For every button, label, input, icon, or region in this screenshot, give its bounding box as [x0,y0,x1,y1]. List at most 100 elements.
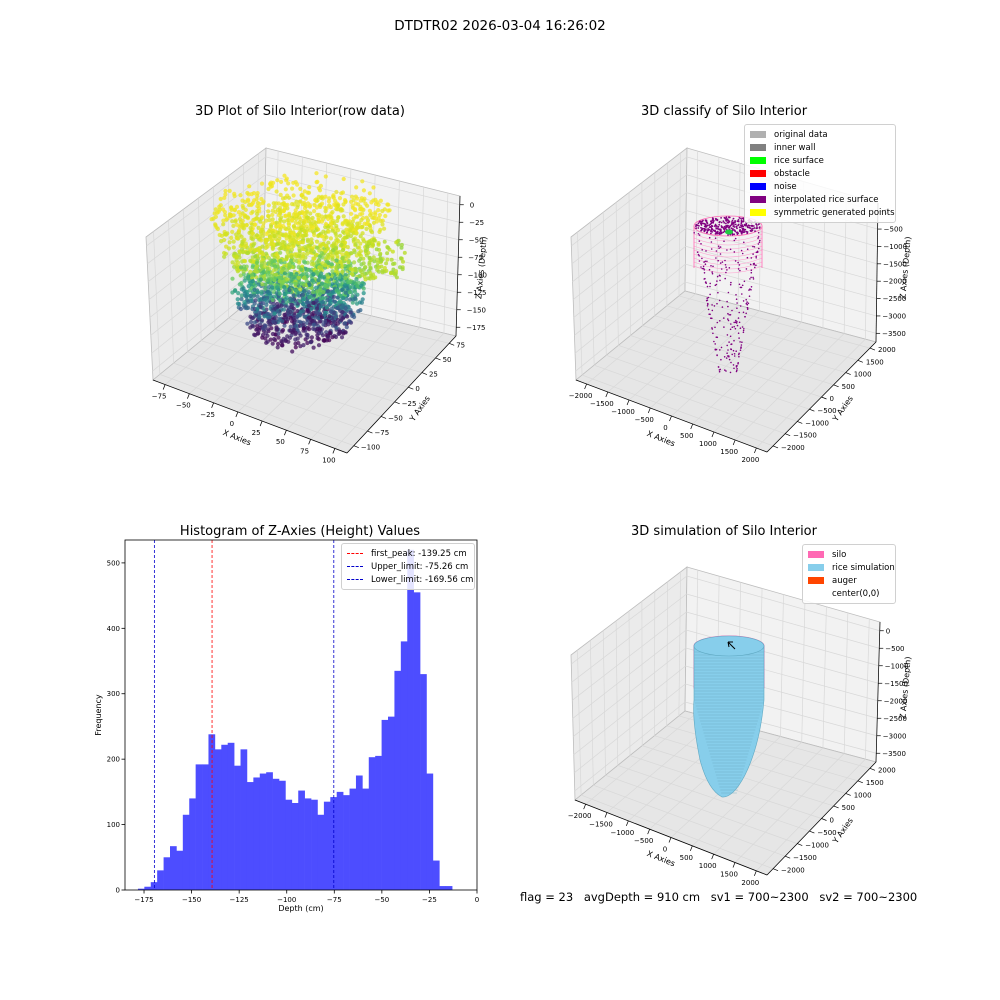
raw-point [287,213,292,218]
raw-point [277,206,282,211]
raw-point [361,188,366,193]
raw-point [331,194,336,199]
raw-point [293,337,298,342]
raw-point [293,220,298,225]
raw-point [227,240,232,245]
raw-point [343,290,348,295]
raw-point [284,176,289,181]
raw-point [307,185,312,190]
sv1-readout: sv1 = 700~2300 [710,890,809,904]
z-tick-label: 0 [886,627,890,635]
raw-point [293,332,298,337]
grid-line [443,192,449,334]
raw-point [312,219,317,224]
raw-point [347,290,352,295]
raw-point [261,199,266,204]
raw-point [329,262,334,267]
raw-point [326,240,331,245]
raw-point [254,312,259,317]
raw-point [231,223,236,228]
y-tick-mark [367,430,373,434]
y-tick-label: 0 [415,385,419,393]
raw-point [278,223,283,228]
y-tick-mark [408,386,414,390]
raw-point [285,250,290,255]
grid-line [286,321,396,431]
raw-point [235,297,240,302]
raw-point [301,254,306,259]
raw-point [314,171,319,176]
raw-point-cloud [209,171,407,354]
raw-point [311,279,316,285]
raw-point [271,201,276,206]
raw-point [252,293,257,298]
raw-point [341,237,346,242]
raw-point [282,219,287,224]
legend-swatch [808,590,824,597]
z-tick-label: −125 [467,289,486,297]
raw-point [241,205,246,210]
y-tick-mark [449,342,455,346]
grid-line [168,220,174,364]
raw-point [238,213,243,218]
grid-line [395,180,400,322]
y-tick-mark [435,357,441,361]
y-tick-mark [833,805,839,809]
raw-point [255,211,260,217]
raw-point [257,206,262,211]
raw-point [269,304,274,309]
raw-point [244,222,249,228]
x-tick-mark [259,420,263,427]
raw-point [321,322,326,327]
raw-point [344,251,349,256]
raw-point [232,208,237,213]
x-tick-mark [604,812,608,818]
raw-point [231,239,236,244]
raw-point [339,263,344,269]
raw-point [365,203,370,208]
grid-line [256,295,450,344]
y-tick-mark [394,401,400,405]
raw-point [250,263,256,268]
raw-point [270,341,275,346]
raw-point [382,226,387,231]
raw-point [266,270,271,275]
z-tick-label: −100 [468,271,487,279]
raw-point [223,192,228,197]
raw-point [261,301,266,306]
raw-point [248,319,254,325]
raw-point [367,223,373,228]
raw-point [317,203,322,208]
x-tick-label: −75 [152,393,167,401]
raw-point [301,343,306,348]
x-tick-label: 500 [680,854,693,862]
grid-line [146,156,460,247]
raw-point [267,218,272,223]
raw-point [314,228,319,233]
grid-line [147,191,459,282]
z-tick-label: −50 [469,236,484,244]
grid-line [198,198,202,341]
raw-point [380,222,385,227]
raw-point [286,195,292,200]
raw-point [266,209,271,214]
raw-point [311,326,316,331]
raw-point [272,336,277,342]
raw-point [305,340,310,346]
raw-point [359,217,364,223]
raw-point [341,176,346,182]
raw-point [227,188,232,193]
x-tick-label: 100 [322,456,335,464]
x-tick-label: 2000 [741,879,759,887]
z-tick-label: −25 [469,219,484,227]
raw-point [343,199,348,204]
raw-point [325,252,331,258]
raw-point [215,210,220,215]
raw-point [303,196,308,201]
raw-point [266,203,271,208]
raw-point [330,269,335,274]
raw-point [341,229,346,234]
raw-point [338,259,343,264]
raw-point [268,182,273,187]
